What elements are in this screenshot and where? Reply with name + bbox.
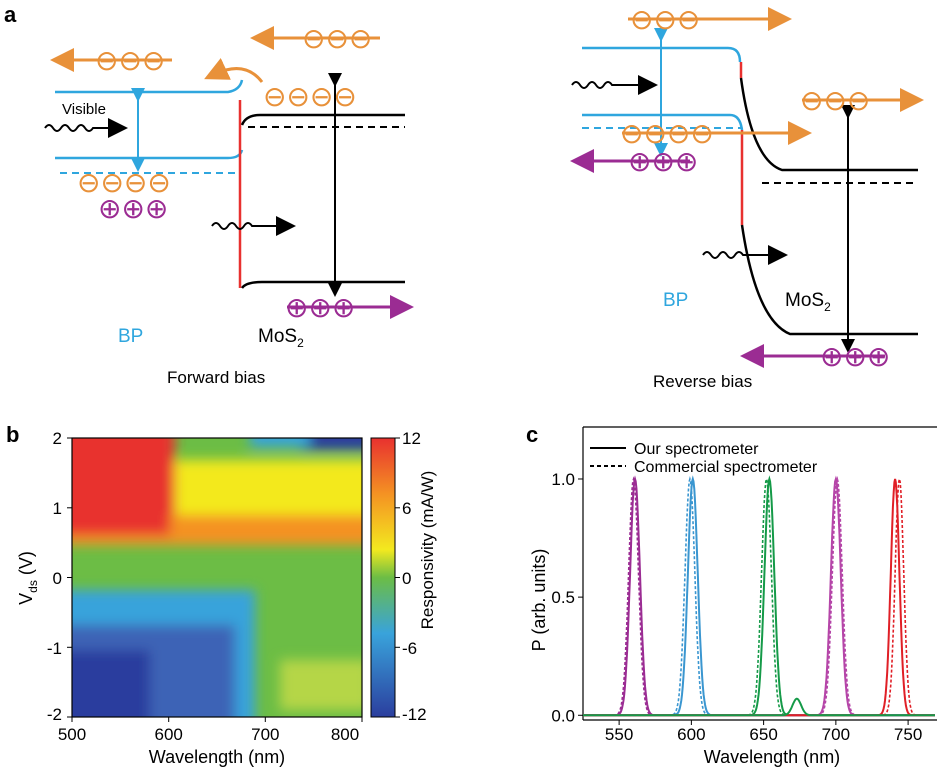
electrons-right: ⊖⊖⊖	[302, 23, 372, 54]
electrons-mid-rev: ⊖⊖⊖⊖	[620, 118, 714, 149]
x-tick-label: 700	[822, 725, 850, 744]
y-axis-title: P (arb. units)	[529, 549, 549, 652]
x-tick-label: 800	[331, 725, 359, 744]
legend-dashed-label: Commercial spectrometer	[634, 459, 818, 476]
forward-bias-caption: Forward bias	[167, 368, 265, 387]
visible-label: Visible	[62, 101, 106, 118]
colorbar-label: Responsivity (mA/W)	[418, 471, 437, 630]
electrons-top-rev: ⊖⊖⊖	[630, 4, 700, 35]
mos2-label: MoS2	[258, 326, 304, 350]
panel-a-label: a	[4, 2, 17, 27]
mos2-valence-band	[240, 280, 405, 289]
heatmap-x-axis: 500 600 700 800 Wavelength (nm)	[58, 717, 363, 767]
bp-label-rev: BP	[663, 290, 688, 311]
electrons-top: ⊖⊖⊖	[95, 45, 165, 76]
x-tick-label: 650	[749, 725, 777, 744]
colorbar-tick: 6	[402, 499, 411, 518]
colorbar-tick: -12	[402, 705, 427, 724]
legend: Our spectrometer Commercial spectrometer	[590, 441, 818, 476]
colorbar-tick: 0	[402, 569, 411, 588]
holes-mos2-rev: ⊕⊕⊕	[820, 341, 890, 372]
spectra-axes: 550 600 650 700 750 0.0 0.5 1.0 Wavelength (nm…	[529, 426, 937, 767]
heatmap	[72, 438, 362, 717]
photon-wave-junction	[211, 216, 296, 236]
y-tick-label: 1.0	[551, 470, 575, 489]
y-axis-title: Vds (V)	[16, 551, 40, 605]
y-tick-label: 0	[53, 569, 62, 588]
electrons-mid: ⊖⊖⊖⊖	[263, 81, 357, 112]
x-tick-label: 700	[251, 725, 279, 744]
photon-wave-junction-rev	[702, 245, 788, 265]
mos2-valence-band-rev	[740, 224, 918, 336]
mos2-conduction-band	[240, 113, 405, 126]
legend-solid-label: Our spectrometer	[634, 441, 759, 458]
spectra-curves	[583, 475, 935, 717]
holes-mos2: ⊕⊕⊕	[285, 292, 355, 323]
mos2-conduction-band-rev	[739, 77, 918, 172]
x-axis-title: Wavelength (nm)	[704, 747, 840, 767]
y-tick-label: 0.0	[551, 706, 575, 725]
forward-bias-diagram: ⊖⊖⊖ ⊖⊖⊖ ⊖⊖⊖⊖ ⊖⊖⊖⊖ ⊕⊕⊕ ⊕⊕⊕ Visible BP MoS…	[44, 23, 414, 387]
x-tick-label: 500	[58, 725, 86, 744]
x-tick-label: 750	[894, 725, 922, 744]
heatmap-y-axis: 2 1 0 -1 -2 Vds (V)	[16, 429, 72, 724]
panel-c-label: c	[526, 422, 538, 447]
our-spectrum-secondary-peak	[583, 697, 935, 717]
electrons-right-rev: ⊖⊖⊖	[800, 85, 870, 116]
x-tick-label: 600	[677, 725, 705, 744]
x-tick-label: 550	[605, 725, 633, 744]
reverse-bias-diagram: ⊖⊖⊖ ⊖⊖⊖⊖ ⊖⊖⊖ ⊕⊕⊕ ⊕⊕⊕ BP MoS2 Reverse bia…	[570, 4, 924, 391]
bp-label: BP	[118, 326, 143, 347]
colorbar: 12 6 0 -6 -12 Responsivity (mA/W)	[370, 429, 437, 724]
holes-bp-rev: ⊕⊕⊕	[628, 146, 698, 177]
reverse-bias-caption: Reverse bias	[653, 372, 752, 391]
electron-hop-arrow	[204, 58, 264, 83]
y-tick-label: 2	[53, 429, 62, 448]
colorbar-tick: 12	[402, 429, 421, 448]
photon-wave-bp-rev	[571, 75, 658, 95]
y-tick-label: 1	[53, 499, 62, 518]
y-tick-label: -2	[47, 705, 62, 724]
x-tick-label: 600	[155, 725, 183, 744]
mos2-label-rev: MoS2	[785, 290, 831, 314]
electrons-bottom: ⊖⊖⊖⊖	[77, 167, 171, 198]
bp-conduction-band-rev	[582, 46, 742, 63]
holes-bp: ⊕⊕⊕	[98, 193, 168, 224]
bp-valence-band	[55, 149, 244, 160]
x-axis-title: Wavelength (nm)	[149, 747, 285, 767]
y-tick-label: 0.5	[551, 588, 575, 607]
y-tick-label: -1	[47, 639, 62, 658]
colorbar-tick: -6	[402, 639, 417, 658]
panel-b-label: b	[6, 422, 19, 447]
bp-conduction-band	[55, 79, 244, 94]
photon-wave-visible	[44, 118, 128, 138]
